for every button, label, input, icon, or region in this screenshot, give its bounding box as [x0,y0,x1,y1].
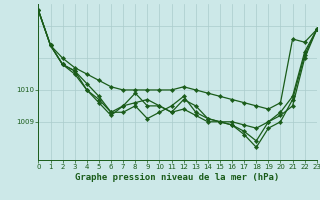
X-axis label: Graphe pression niveau de la mer (hPa): Graphe pression niveau de la mer (hPa) [76,173,280,182]
